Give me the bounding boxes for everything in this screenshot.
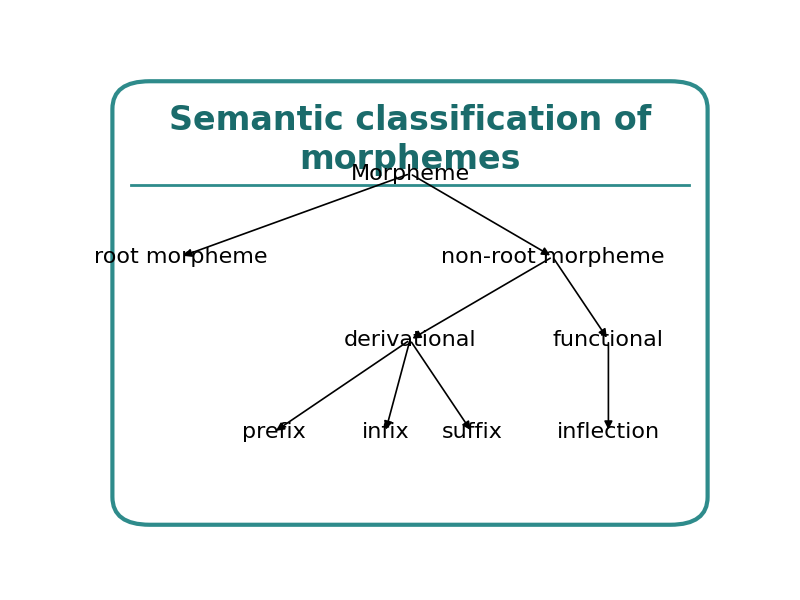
- FancyBboxPatch shape: [112, 81, 708, 525]
- Text: functional: functional: [553, 330, 664, 350]
- Text: infix: infix: [362, 422, 409, 442]
- Text: suffix: suffix: [442, 422, 502, 442]
- Text: Semantic classification of
morphemes: Semantic classification of morphemes: [169, 104, 651, 176]
- Text: non-root morpheme: non-root morpheme: [441, 247, 664, 267]
- Text: Morpheme: Morpheme: [350, 164, 470, 184]
- Text: prefix: prefix: [242, 422, 306, 442]
- Text: inflection: inflection: [557, 422, 660, 442]
- Text: derivational: derivational: [344, 330, 476, 350]
- Text: root morpheme: root morpheme: [94, 247, 267, 267]
